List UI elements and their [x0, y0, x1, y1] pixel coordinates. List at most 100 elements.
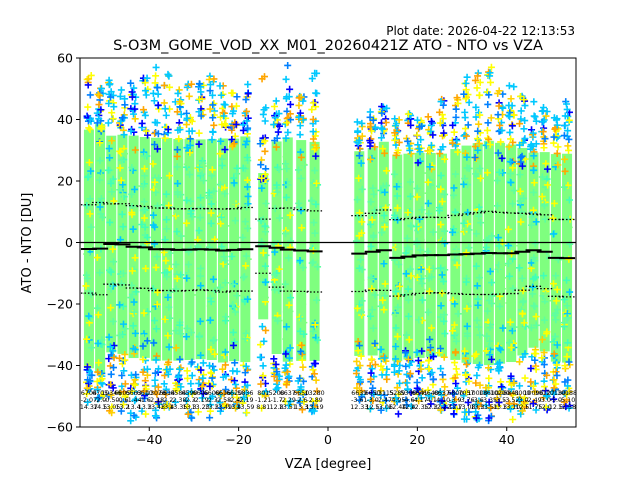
data-point — [517, 218, 525, 226]
data-point — [110, 342, 118, 350]
data-point — [413, 193, 421, 201]
bin-36-count-label: 10127 — [535, 390, 555, 397]
bin-23-points — [390, 115, 404, 418]
data-point — [120, 150, 128, 158]
data-point — [95, 115, 103, 123]
data-point — [187, 329, 195, 337]
data-point — [540, 272, 548, 280]
bin-9-points — [182, 80, 196, 422]
bin-26-std-label: 12.3 — [424, 404, 438, 411]
data-point — [516, 242, 524, 250]
data-point — [539, 118, 547, 126]
data-point — [518, 208, 526, 216]
data-point — [531, 240, 539, 248]
data-point — [497, 383, 505, 391]
data-point — [86, 116, 94, 124]
data-point — [197, 282, 205, 290]
data-point — [285, 301, 293, 309]
data-point — [531, 113, 539, 121]
data-point — [205, 76, 213, 84]
data-point — [231, 359, 239, 367]
data-point — [382, 357, 390, 365]
data-point — [299, 300, 307, 308]
data-point — [271, 114, 279, 122]
data-point — [521, 374, 529, 382]
bin-30-points — [471, 69, 485, 424]
data-point — [541, 316, 549, 324]
data-point — [454, 99, 462, 107]
data-point — [165, 303, 173, 311]
data-point — [286, 307, 294, 315]
data-point — [140, 152, 148, 160]
data-point — [451, 256, 459, 264]
data-point — [231, 199, 239, 207]
data-point — [172, 212, 180, 220]
data-point — [564, 314, 572, 322]
data-point — [188, 291, 196, 299]
bin-0-count-label: 6704 — [81, 390, 97, 397]
data-point — [152, 188, 160, 196]
data-point — [425, 210, 433, 218]
bin-17-points — [281, 61, 295, 409]
data-point — [287, 237, 295, 245]
data-point — [395, 261, 403, 269]
data-point — [461, 226, 469, 234]
data-point — [161, 105, 169, 113]
data-point — [154, 288, 162, 296]
data-point — [310, 407, 318, 415]
data-point — [108, 137, 116, 145]
data-point — [282, 230, 290, 238]
data-point — [425, 357, 433, 365]
data-point — [394, 370, 402, 378]
data-point — [392, 355, 400, 363]
data-point — [314, 263, 322, 271]
data-point — [540, 361, 548, 369]
data-point — [437, 98, 445, 106]
data-point — [463, 153, 471, 161]
data-point — [394, 333, 402, 341]
data-point — [449, 327, 457, 335]
data-point — [418, 296, 426, 304]
y-axis: −60 −40 −20 0 20 40 60 — [47, 51, 80, 435]
data-point — [495, 207, 503, 215]
data-point — [116, 164, 124, 172]
data-point — [532, 406, 540, 414]
data-point — [486, 337, 494, 345]
data-point — [476, 381, 484, 389]
data-point — [424, 113, 432, 121]
data-point — [530, 188, 538, 196]
bin-20-std-label: 12.33 — [350, 404, 368, 411]
data-point — [475, 139, 483, 147]
data-point — [166, 402, 174, 410]
data-point — [516, 382, 524, 390]
data-point — [199, 390, 207, 398]
data-point — [472, 262, 480, 270]
data-point — [538, 193, 546, 201]
data-point — [441, 383, 449, 391]
data-point — [538, 336, 546, 344]
bin-19-count-label: 13280 — [305, 390, 325, 397]
data-point — [463, 73, 471, 81]
data-point — [427, 118, 435, 126]
data-point — [128, 203, 136, 211]
bin-8-count-label: 6584 — [170, 390, 186, 397]
data-point — [196, 272, 204, 280]
data-point — [366, 137, 374, 145]
data-point — [531, 257, 539, 265]
data-point — [160, 99, 168, 107]
data-point — [261, 222, 269, 230]
bin-3-std-label: 13.2 — [115, 404, 129, 411]
bin-3-points — [116, 86, 129, 415]
data-point — [187, 269, 195, 277]
data-point — [206, 362, 214, 370]
data-point — [352, 237, 360, 245]
data-point — [473, 135, 481, 143]
data-point — [232, 120, 240, 128]
data-point — [271, 248, 279, 256]
data-point — [565, 146, 573, 154]
data-point — [282, 75, 290, 83]
data-point — [93, 386, 101, 394]
data-point — [392, 324, 400, 332]
data-point — [197, 83, 205, 91]
data-point — [437, 406, 445, 414]
